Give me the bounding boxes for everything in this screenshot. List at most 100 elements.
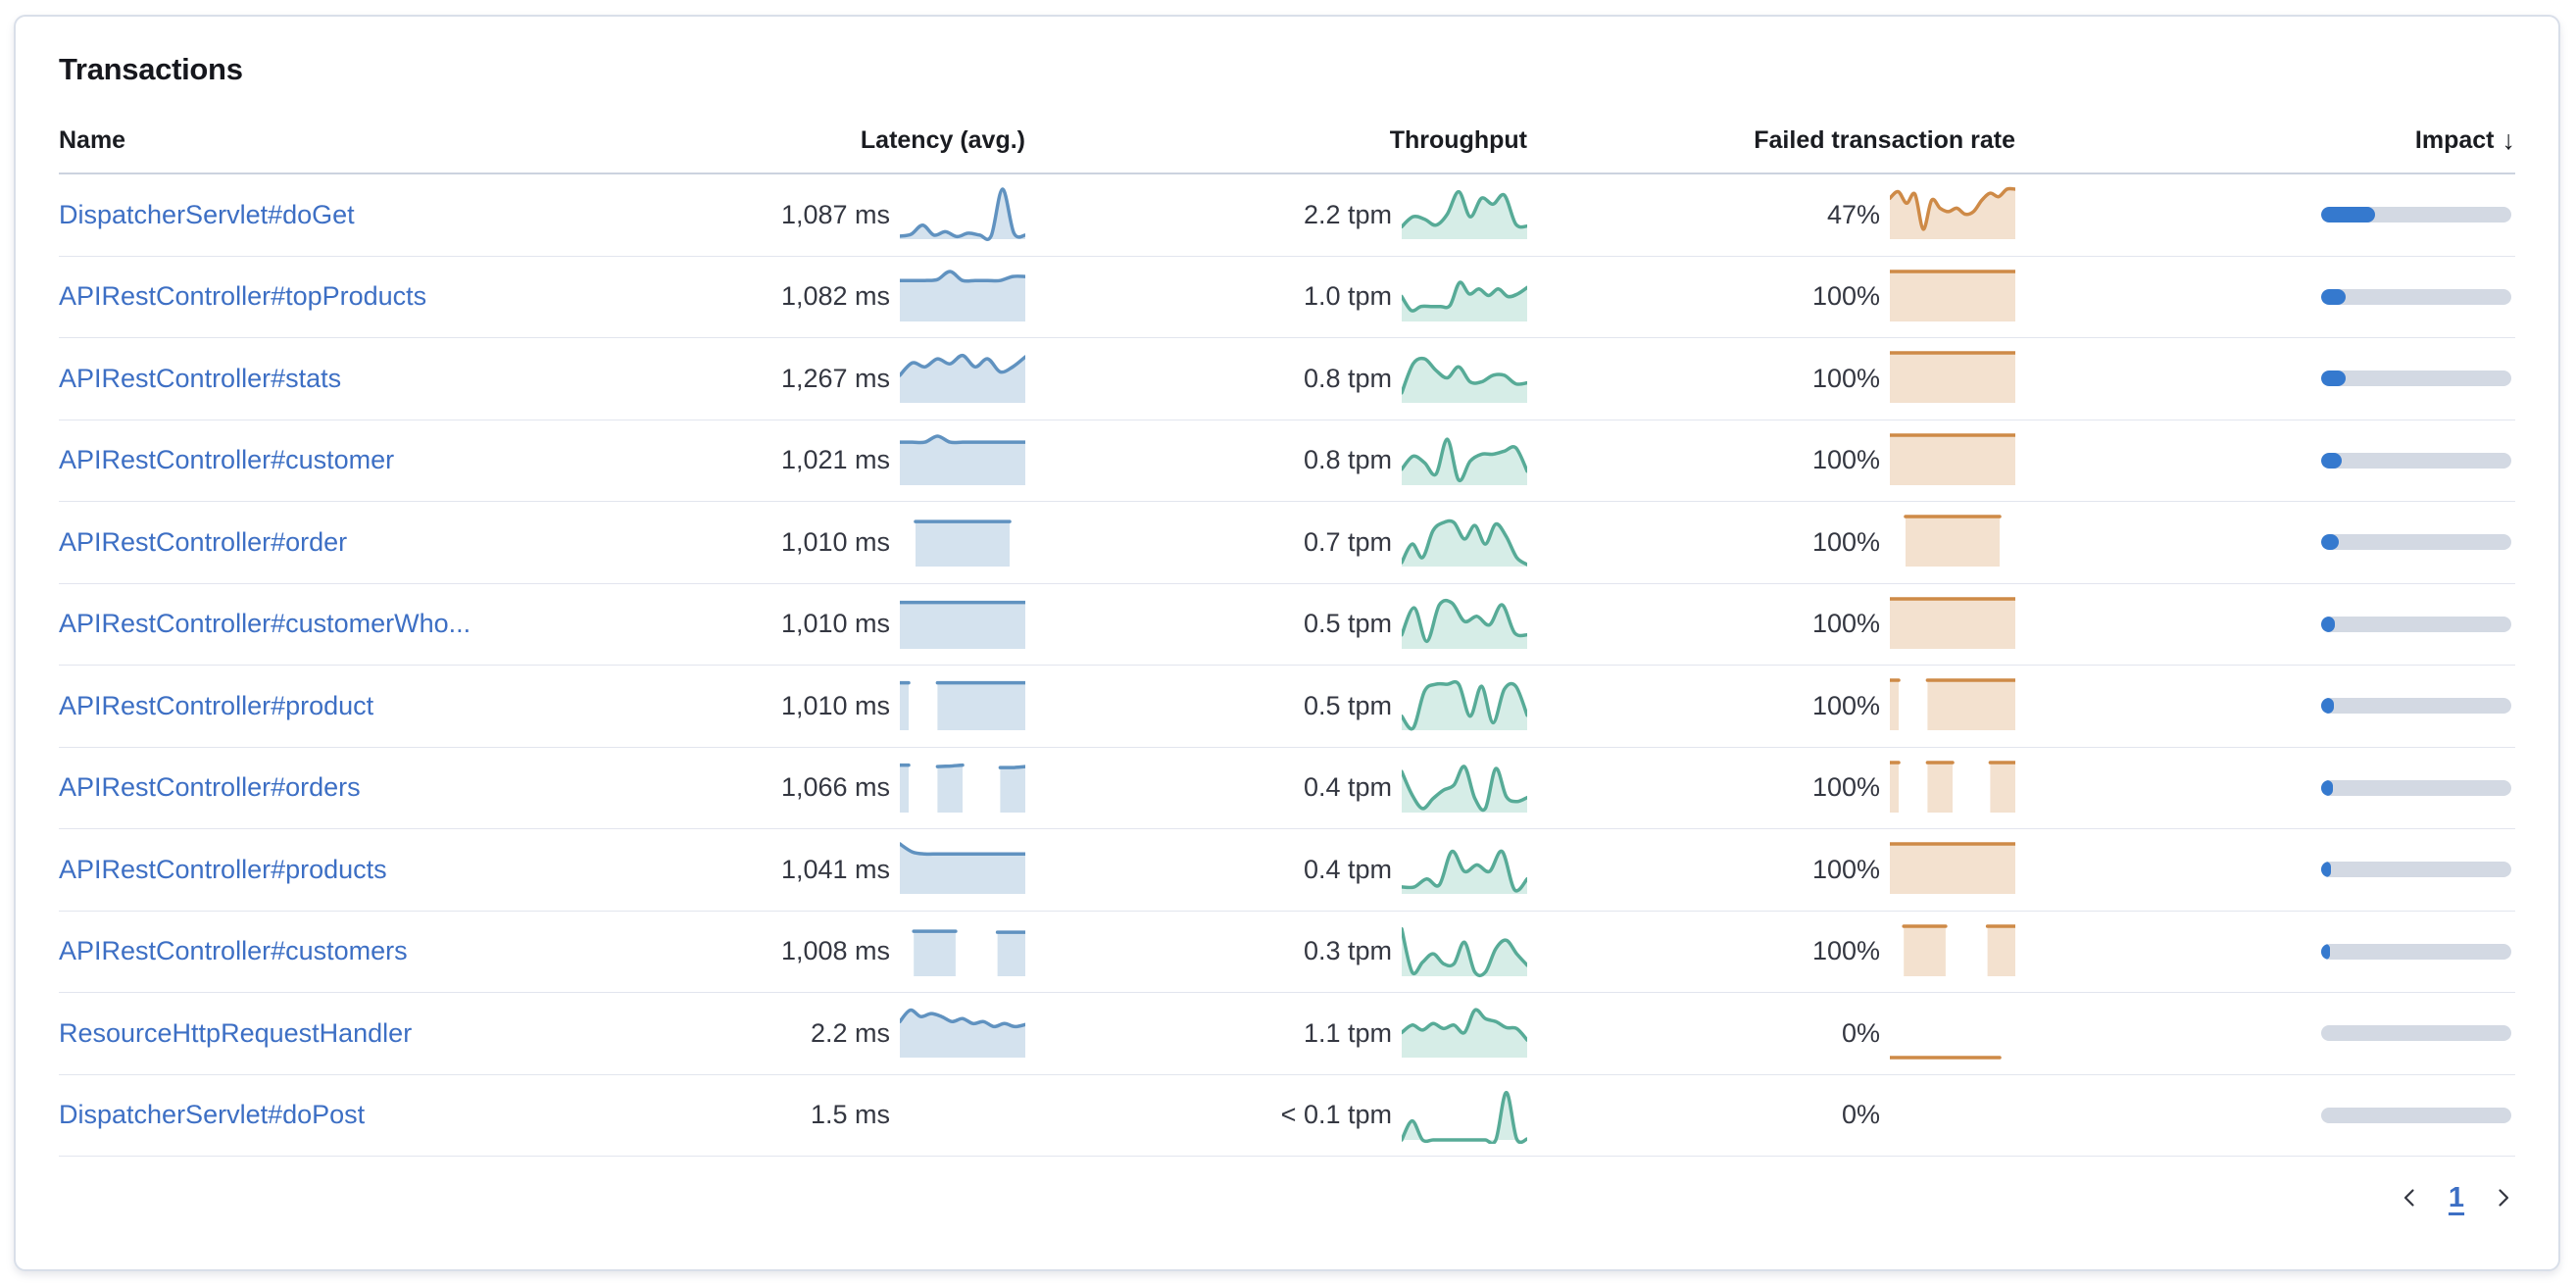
impact-bar (2321, 698, 2511, 715)
latency-value: 1,021 ms (780, 445, 890, 475)
failed-rate-value: 100% (1811, 936, 1880, 966)
impact-bar-fill (2321, 370, 2347, 387)
throughput-sparkline (1402, 1087, 1527, 1144)
table-row: DispatcherServlet#doGet 1,087 ms 2.2 tpm… (59, 174, 2515, 257)
failed-rate-sparkline (1890, 677, 2015, 734)
latency-value: 1,267 ms (780, 363, 890, 393)
latency-value: 1,010 ms (780, 690, 890, 720)
latency-sparkline (900, 841, 1025, 898)
failed-rate-sparkline (1890, 760, 2015, 816)
throughput-sparkline (1402, 841, 1527, 898)
failed-rate-sparkline (1890, 514, 2015, 570)
transaction-name-link[interactable]: APIRestController#topProducts (59, 281, 427, 312)
previous-page-button[interactable] (2390, 1178, 2429, 1217)
table-row: APIRestController#topProducts 1,082 ms 1… (59, 257, 2515, 338)
table-row: APIRestController#customerWho... 1,010 m… (59, 584, 2515, 666)
latency-sparkline (900, 350, 1025, 407)
column-header-failed-rate[interactable]: Failed transaction rate (1527, 126, 2015, 155)
latency-sparkline (900, 1005, 1025, 1062)
transaction-name-link[interactable]: APIRestController#stats (59, 363, 342, 393)
transaction-name-link[interactable]: APIRestController#customers (59, 936, 408, 966)
latency-cell: 1,021 ms (702, 432, 1025, 489)
transaction-name-cell: APIRestController#customer (59, 445, 702, 475)
failed-rate-sparkline (1890, 596, 2015, 653)
impact-bar (2321, 779, 2511, 796)
latency-sparkline (900, 596, 1025, 653)
throughput-sparkline (1402, 350, 1527, 407)
table-header-row: Name Latency (avg.) Throughput Failed tr… (59, 108, 2515, 174)
impact-cell (2015, 616, 2515, 632)
failed-rate-value: 100% (1811, 526, 1880, 557)
impact-bar-fill (2321, 616, 2335, 632)
column-header-failed-rate-label: Failed transaction rate (1754, 125, 2015, 154)
failed-rate-cell: 100% (1527, 923, 2015, 980)
latency-cell: 1,082 ms (702, 269, 1025, 325)
impact-cell (2015, 1025, 2515, 1042)
latency-sparkline (900, 760, 1025, 816)
failed-rate-value: 100% (1811, 281, 1880, 312)
failed-rate-cell: 100% (1527, 269, 2015, 325)
impact-bar-fill (2321, 288, 2347, 305)
latency-sparkline (900, 514, 1025, 570)
latency-value: 1,010 ms (780, 526, 890, 557)
table-row: DispatcherServlet#doPost 1.5 ms < 0.1 tp… (59, 1075, 2515, 1157)
transaction-name-link[interactable]: APIRestController#products (59, 854, 387, 884)
column-header-latency[interactable]: Latency (avg.) (702, 126, 1025, 155)
throughput-cell: 0.8 tpm (1025, 432, 1527, 489)
transaction-name-link[interactable]: APIRestController#product (59, 690, 374, 720)
impact-cell (2015, 370, 2515, 387)
impact-cell (2015, 288, 2515, 305)
next-page-button[interactable] (2484, 1178, 2523, 1217)
table-row: APIRestController#customers 1,008 ms 0.3… (59, 912, 2515, 993)
failed-rate-value: 100% (1811, 609, 1880, 639)
column-header-name[interactable]: Name (59, 126, 702, 155)
failed-rate-sparkline (1890, 186, 2015, 243)
throughput-value: 0.4 tpm (1303, 854, 1392, 884)
transaction-name-link[interactable]: APIRestController#customer (59, 445, 395, 475)
impact-bar (2321, 288, 2511, 305)
column-header-impact[interactable]: Impact ↓ (2015, 125, 2515, 156)
transaction-name-cell: APIRestController#topProducts (59, 281, 702, 312)
transaction-name-cell: DispatcherServlet#doGet (59, 200, 702, 230)
latency-cell: 1.5 ms (702, 1087, 1025, 1144)
impact-bar (2321, 452, 2511, 469)
table-row: APIRestController#product 1,010 ms 0.5 t… (59, 666, 2515, 748)
throughput-sparkline (1402, 269, 1527, 325)
latency-cell: 1,041 ms (702, 841, 1025, 898)
transaction-name-link[interactable]: APIRestController#orders (59, 772, 361, 803)
throughput-cell: 0.4 tpm (1025, 841, 1527, 898)
transaction-name-link[interactable]: APIRestController#order (59, 526, 348, 557)
transaction-name-cell: APIRestController#customers (59, 936, 702, 966)
impact-bar (2321, 1107, 2511, 1123)
page-number-active[interactable]: 1 (2448, 1181, 2465, 1213)
impact-bar (2321, 534, 2511, 551)
column-header-throughput[interactable]: Throughput (1025, 126, 1527, 155)
impact-bar (2321, 1025, 2511, 1042)
failed-rate-sparkline (1890, 923, 2015, 980)
chevron-right-icon (2499, 1189, 2509, 1207)
latency-value: 1,010 ms (780, 609, 890, 639)
latency-cell: 1,087 ms (702, 186, 1025, 243)
failed-rate-sparkline (1890, 269, 2015, 325)
impact-cell (2015, 534, 2515, 551)
failed-rate-value: 100% (1811, 690, 1880, 720)
table-row: APIRestController#products 1,041 ms 0.4 … (59, 829, 2515, 912)
table-body: DispatcherServlet#doGet 1,087 ms 2.2 tpm… (59, 174, 2515, 1157)
impact-bar (2321, 943, 2511, 960)
latency-sparkline (900, 186, 1025, 243)
transaction-name-link[interactable]: ResourceHttpRequestHandler (59, 1017, 413, 1048)
throughput-cell: 0.7 tpm (1025, 514, 1527, 570)
failed-rate-cell: 0% (1527, 1005, 2015, 1062)
failed-rate-cell: 0% (1527, 1087, 2015, 1144)
transaction-name-link[interactable]: APIRestController#customerWho... (59, 609, 471, 639)
failed-rate-cell: 47% (1527, 186, 2015, 243)
table-row: APIRestController#orders 1,066 ms 0.4 tp… (59, 748, 2515, 829)
failed-rate-cell: 100% (1527, 596, 2015, 653)
panel-title: Transactions (59, 52, 243, 86)
transaction-name-link[interactable]: DispatcherServlet#doGet (59, 199, 355, 229)
transaction-name-link[interactable]: DispatcherServlet#doPost (59, 1100, 366, 1130)
throughput-cell: 0.5 tpm (1025, 677, 1527, 734)
impact-cell (2015, 862, 2515, 878)
latency-cell: 1,010 ms (702, 677, 1025, 734)
latency-value: 1,008 ms (780, 936, 890, 966)
